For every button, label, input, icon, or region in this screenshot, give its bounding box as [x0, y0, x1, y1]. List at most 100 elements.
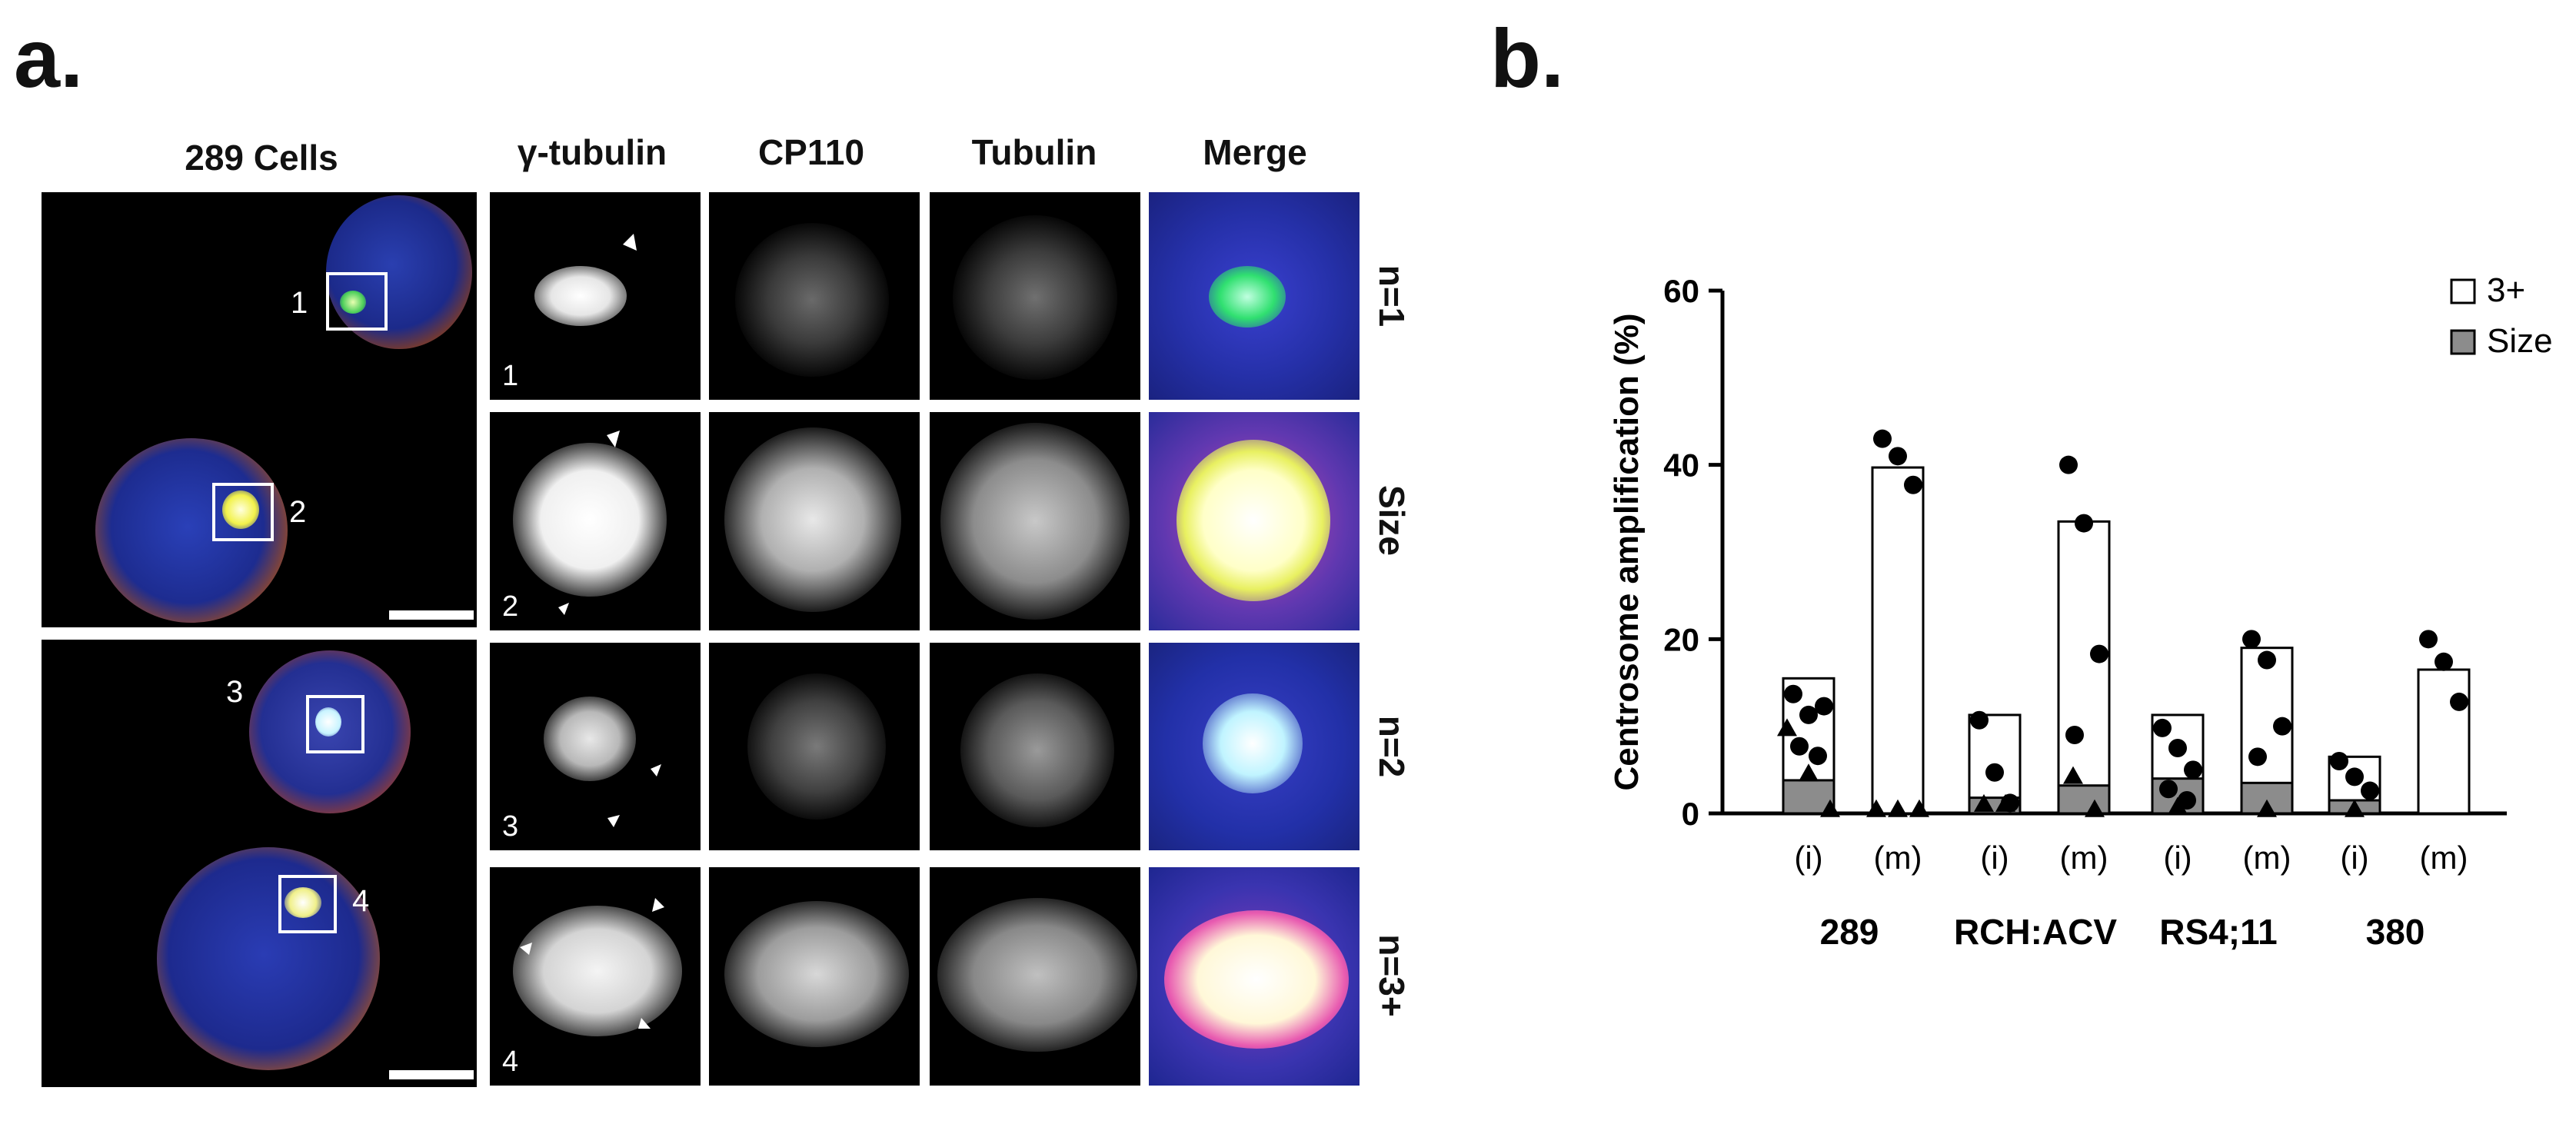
tubulin-tile-n1 [930, 192, 1140, 400]
row-label-n3plus: n=3+ [1372, 934, 1412, 1017]
data-point-triangle [1888, 799, 1908, 817]
x-group-label: 289 [1820, 912, 1879, 952]
cp110-tile-n1 [709, 192, 920, 400]
data-point-triangle [2085, 799, 2105, 817]
roi-box-2 [212, 483, 274, 541]
x-subcategory-label: (i) [2340, 840, 2368, 876]
cp110-tile-n2 [709, 643, 920, 850]
roi-label-4: 4 [352, 884, 370, 918]
data-point-circle [1790, 737, 1809, 756]
data-point-circle [2419, 630, 2438, 649]
data-point-circle [1784, 684, 1802, 703]
centrosome-spot [285, 887, 321, 918]
legend-swatch [2450, 329, 2476, 355]
data-point-circle [2059, 455, 2078, 474]
x-subcategory-label: (m) [1874, 840, 1922, 876]
data-point-triangle [1777, 718, 1797, 737]
data-point-circle [1904, 475, 1922, 494]
panel-b-letter: b. [1490, 12, 1564, 105]
signal-spot [513, 906, 682, 1036]
roi-label-1: 1 [291, 286, 308, 320]
signal-spot [940, 423, 1130, 620]
signal-spot [735, 223, 889, 377]
data-point-triangle [1799, 763, 1819, 782]
signal-spot [1164, 910, 1349, 1049]
bar-size [1782, 779, 1835, 815]
signal-spot [953, 215, 1117, 380]
centrosome-spot [340, 291, 366, 314]
col-header-cp110: CP110 [757, 132, 865, 172]
tubulin-tile-n3plus [930, 867, 1140, 1086]
legend-swatch [2450, 278, 2476, 304]
data-point-circle [2153, 718, 2172, 737]
merge-tile-n3plus [1149, 867, 1360, 1086]
data-point-circle [2090, 644, 2108, 663]
roi-box-1 [326, 272, 388, 331]
signal-spot [1177, 440, 1330, 601]
row-label-n1: n=1 [1372, 264, 1412, 328]
data-point-circle [1985, 763, 2004, 782]
y-tick-label: 0 [1682, 796, 1699, 832]
gamma-tubulin-tile-size: 2 [490, 412, 701, 630]
data-point-triangle [2168, 796, 2188, 815]
legend-label: 3+ [2487, 271, 2525, 309]
tubulin-tile-size [930, 412, 1140, 630]
row-label-size: Size [1372, 484, 1412, 557]
data-point-circle [2345, 767, 2364, 786]
data-point-circle [1809, 747, 1827, 766]
signal-spot [937, 898, 1137, 1052]
data-point-circle [1889, 447, 1907, 466]
legend-label: Size [2487, 322, 2553, 360]
data-point-triangle [2345, 799, 2365, 817]
x-subcategory-label: (m) [2243, 840, 2291, 876]
bar-3plus [1871, 466, 1925, 815]
x-subcategory-label: (m) [2060, 840, 2108, 876]
data-point-circle [2075, 514, 2093, 533]
signal-spot [724, 901, 909, 1047]
data-point-circle [2242, 630, 2261, 649]
x-subcategory-label: (i) [2163, 840, 2192, 876]
roi-label-2: 2 [289, 495, 307, 529]
gamma-tubulin-tile-n3plus: 4 [490, 867, 701, 1086]
signal-spot [1209, 266, 1286, 328]
cp110-tile-size [709, 412, 920, 630]
cells-image-bottom: 3 4 [42, 640, 477, 1087]
data-point-circle [2184, 760, 2202, 780]
col-header-merge: Merge [1203, 132, 1307, 172]
centrosome-spot [222, 491, 259, 529]
x-subcategory-label: (i) [1794, 840, 1822, 876]
col-header-tubulin: Tubulin [971, 132, 1097, 172]
signal-spot [960, 673, 1114, 827]
merge-tile-n2 [1149, 643, 1360, 850]
tubulin-tile-n2 [930, 643, 1140, 850]
signal-spot [534, 266, 627, 326]
y-tick-label: 60 [1663, 273, 1699, 309]
col-header-289-cells: 289 Cells [185, 138, 338, 178]
data-point-triangle [1995, 793, 2015, 812]
y-tick-label: 40 [1663, 447, 1699, 484]
signal-spot [724, 427, 901, 612]
roi-label-3: 3 [226, 675, 244, 709]
data-point-circle [2435, 652, 2453, 671]
data-point-circle [2168, 739, 2187, 757]
roi-box-3 [306, 695, 364, 753]
data-point-triangle [1974, 793, 1994, 812]
data-point-triangle [2257, 799, 2277, 817]
data-point-circle [2330, 752, 2348, 770]
x-group-label: 380 [2366, 912, 2425, 952]
scale-bar [389, 1070, 474, 1079]
tile-number: 3 [502, 810, 519, 843]
tile-number: 1 [502, 360, 519, 392]
data-point-triangle [1820, 799, 1840, 817]
y-axis-label: Centrosome amplification (%) [1608, 314, 1646, 791]
bar-chart: 0 20 40 60 Centrosome amplification (%) (i) (m… [1608, 271, 2553, 952]
data-point-triangle [1866, 799, 1886, 817]
cells-image-top: 1 2 [42, 192, 477, 627]
data-point-circle [2361, 781, 2379, 800]
scale-bar [389, 610, 474, 620]
data-point-circle [2450, 692, 2468, 711]
panel-a-letter: a. [14, 12, 84, 105]
data-point-circle [2065, 726, 2084, 744]
signal-spot [1203, 693, 1303, 793]
x-subcategory-label: (i) [1980, 840, 2009, 876]
